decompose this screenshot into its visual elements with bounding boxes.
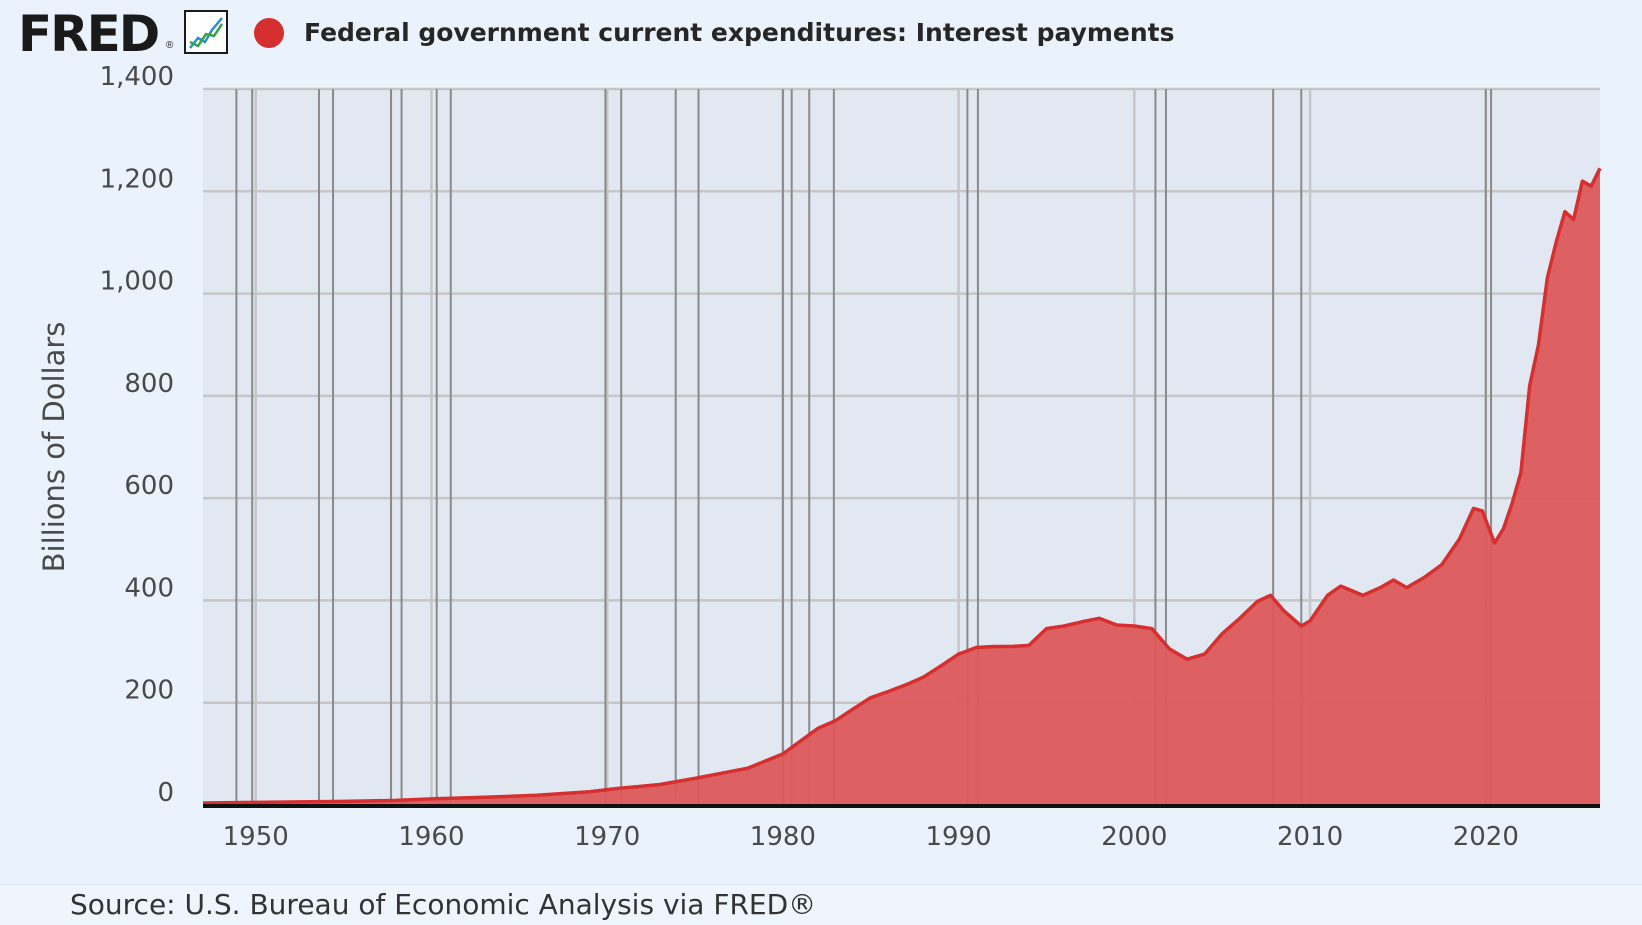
footer: Source: U.S. Bureau of Economic Analysis… <box>0 884 1642 925</box>
y-tick-label: 800 <box>124 369 174 399</box>
x-tick-label: 2020 <box>1453 822 1519 852</box>
y-axis-title: Billions of Dollars <box>37 322 71 573</box>
x-tick-label: 1980 <box>750 822 816 852</box>
x-tick-label: 1950 <box>223 822 289 852</box>
y-tick-label: 1,400 <box>100 62 174 92</box>
y-tick-label: 1,200 <box>100 164 174 194</box>
series-line <box>202 167 1602 805</box>
series-area <box>203 168 1600 806</box>
y-tick-label: 600 <box>124 471 174 501</box>
y-tick-label: 400 <box>124 573 174 603</box>
line-graph-icon[interactable] <box>184 10 228 54</box>
chart-header: FRED ® Federal government current expend… <box>0 0 1642 70</box>
chart-title: Federal government current expenditures:… <box>304 18 1175 47</box>
source-text: Source: U.S. Bureau of Economic Analysis… <box>70 888 817 921</box>
fred-logo[interactable]: FRED <box>18 5 160 63</box>
series-legend-dot <box>254 18 284 48</box>
y-tick-label: 1,000 <box>100 267 174 297</box>
chart-area: 0 200 400 600 800 1,000 1,200 1,400 1950 1960 1970… <box>37 62 1602 852</box>
x-tick-label: 1990 <box>926 822 992 852</box>
x-tick-label: 1960 <box>398 822 464 852</box>
y-tick-label: 0 <box>157 778 174 808</box>
x-tick-label: 1970 <box>574 822 640 852</box>
x-tick-label: 2010 <box>1277 822 1343 852</box>
x-tick-label: 2000 <box>1101 822 1167 852</box>
fred-registered-mark: ® <box>166 40 174 51</box>
y-tick-label: 200 <box>124 676 174 706</box>
